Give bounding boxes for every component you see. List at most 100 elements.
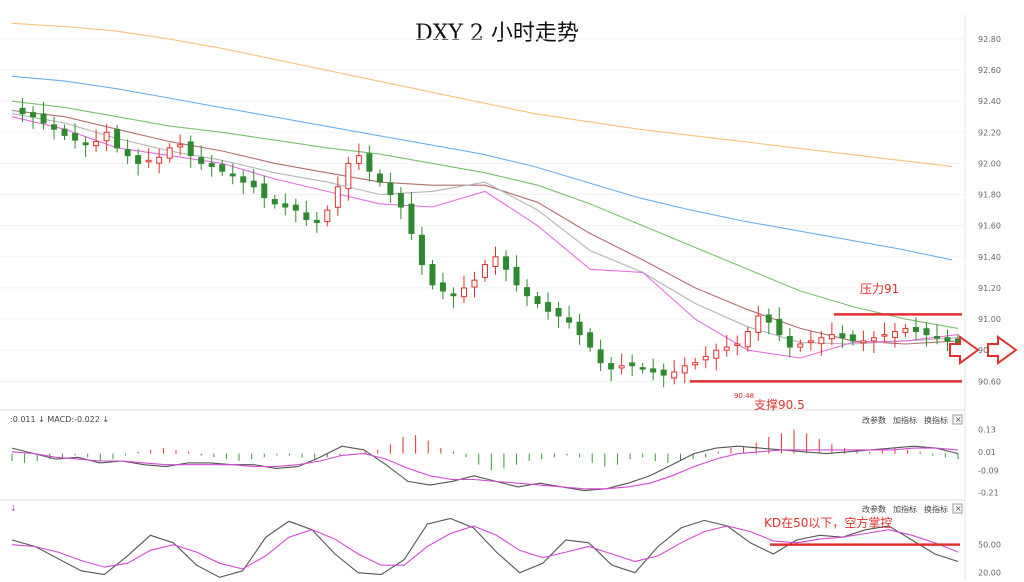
candle-body — [765, 314, 772, 323]
candle-body — [324, 209, 331, 223]
close-icon-glyph: × — [955, 415, 962, 424]
candle-body — [839, 333, 846, 339]
candle-body — [240, 176, 247, 183]
candle-body — [450, 293, 457, 297]
kd-panel-controls: 改参数 加指标 换指标 × — [862, 503, 963, 514]
candle-body — [524, 287, 531, 297]
macd-y-tick-label: -0.09 — [978, 466, 999, 475]
candle-body — [818, 337, 825, 345]
candle-body — [744, 331, 751, 348]
macd-header: :0.011 ↓ MACD:-0.022 ↓ — [10, 415, 109, 424]
candle-body — [292, 204, 299, 211]
candle-body — [534, 296, 541, 304]
kd-k-line — [11, 517, 959, 578]
candle-body — [282, 203, 289, 208]
candle-body — [61, 128, 68, 136]
candle-body — [723, 346, 730, 351]
candle-body — [755, 315, 762, 333]
candle-body — [912, 326, 919, 333]
support-resistance-lines — [690, 313, 962, 383]
candle-body — [650, 368, 657, 373]
candle-body — [345, 162, 352, 190]
macd-dif-line — [11, 445, 959, 492]
y-tick-label: 92.60 — [978, 66, 1001, 75]
support-label: 支撑90.5 — [754, 397, 805, 412]
candle-body — [439, 282, 446, 292]
candle-body — [944, 337, 951, 342]
y-tick-label: 91.60 — [978, 222, 1001, 231]
candle-body — [608, 363, 615, 370]
candle-body — [366, 153, 373, 172]
candle-body — [114, 128, 121, 149]
candle-body — [545, 302, 552, 312]
candle-body — [51, 124, 58, 130]
low-price-label: 90.48 — [734, 392, 754, 400]
candle-body — [503, 256, 510, 270]
candle-body — [334, 186, 341, 208]
candle-body — [124, 149, 131, 157]
candle-body — [313, 219, 320, 224]
y-tick-label: 92.00 — [978, 159, 1001, 168]
panel-control-label: 加指标 — [893, 415, 917, 425]
candle-body — [849, 334, 856, 342]
arrow-right-icon-2 — [987, 335, 1018, 365]
kd-lines — [11, 517, 960, 578]
candle-body — [355, 155, 362, 164]
macd-dea-line — [11, 447, 959, 490]
kd-y-axis: 50.00 20.00 — [978, 541, 1001, 578]
y-tick-label: 91.80 — [978, 191, 1001, 200]
arrow-right-icon — [949, 335, 980, 365]
candle-body — [891, 331, 898, 338]
y-tick-label: 90.60 — [978, 377, 1001, 386]
macd-panel-controls: 改参数 加指标 换指标 × — [862, 414, 963, 425]
candle-body — [40, 113, 47, 124]
candle-body — [145, 159, 152, 163]
candle-body — [187, 141, 194, 157]
candle-body — [30, 112, 37, 118]
macd-y-tick-label: -0.21 — [978, 488, 999, 497]
candle-body — [303, 212, 310, 220]
panel-control-label: 换指标 — [924, 415, 948, 425]
candlesticks — [19, 98, 961, 388]
candle-body — [734, 343, 741, 346]
candle-body — [933, 335, 940, 339]
candle-body — [671, 371, 678, 379]
candle-body — [376, 173, 383, 183]
candle-body — [93, 141, 100, 147]
macd-lines — [11, 445, 959, 492]
candle-body — [229, 173, 236, 177]
candle-body — [198, 157, 205, 164]
candle-body — [555, 307, 562, 317]
close-icon — [952, 414, 963, 425]
candle-body — [82, 142, 89, 146]
candle-body — [471, 279, 478, 288]
candle-body — [870, 337, 877, 342]
candle-body — [429, 264, 436, 286]
chart-title: DXY 2 小时走势 — [415, 21, 579, 46]
candle-body — [797, 343, 804, 348]
kd-y-tick-label: 20.00 — [978, 569, 1001, 578]
candle-body — [923, 328, 930, 336]
moving-average-line — [11, 109, 959, 345]
candle-body — [408, 203, 415, 234]
kd-header: ↓ — [10, 504, 17, 513]
moving-average-line — [11, 100, 959, 329]
candle-body — [261, 183, 268, 199]
candle-body — [482, 264, 488, 278]
close-icon-glyph: × — [955, 504, 962, 513]
candle-body — [807, 340, 814, 343]
candle-body — [702, 355, 709, 361]
candle-body — [629, 362, 636, 367]
candle-body — [156, 156, 163, 164]
panel-control-label: 加指标 — [893, 504, 917, 514]
close-icon — [952, 503, 963, 514]
candle-body — [387, 182, 394, 196]
candle-body — [902, 327, 909, 333]
candle-body — [219, 164, 226, 172]
candle-body — [166, 147, 173, 159]
y-tick-label: 91.40 — [978, 253, 1001, 262]
candle-body — [618, 365, 625, 369]
kd-y-tick-label: 50.00 — [978, 541, 1001, 550]
candle-body — [786, 335, 793, 348]
panel-control-label: 改参数 — [862, 415, 886, 425]
